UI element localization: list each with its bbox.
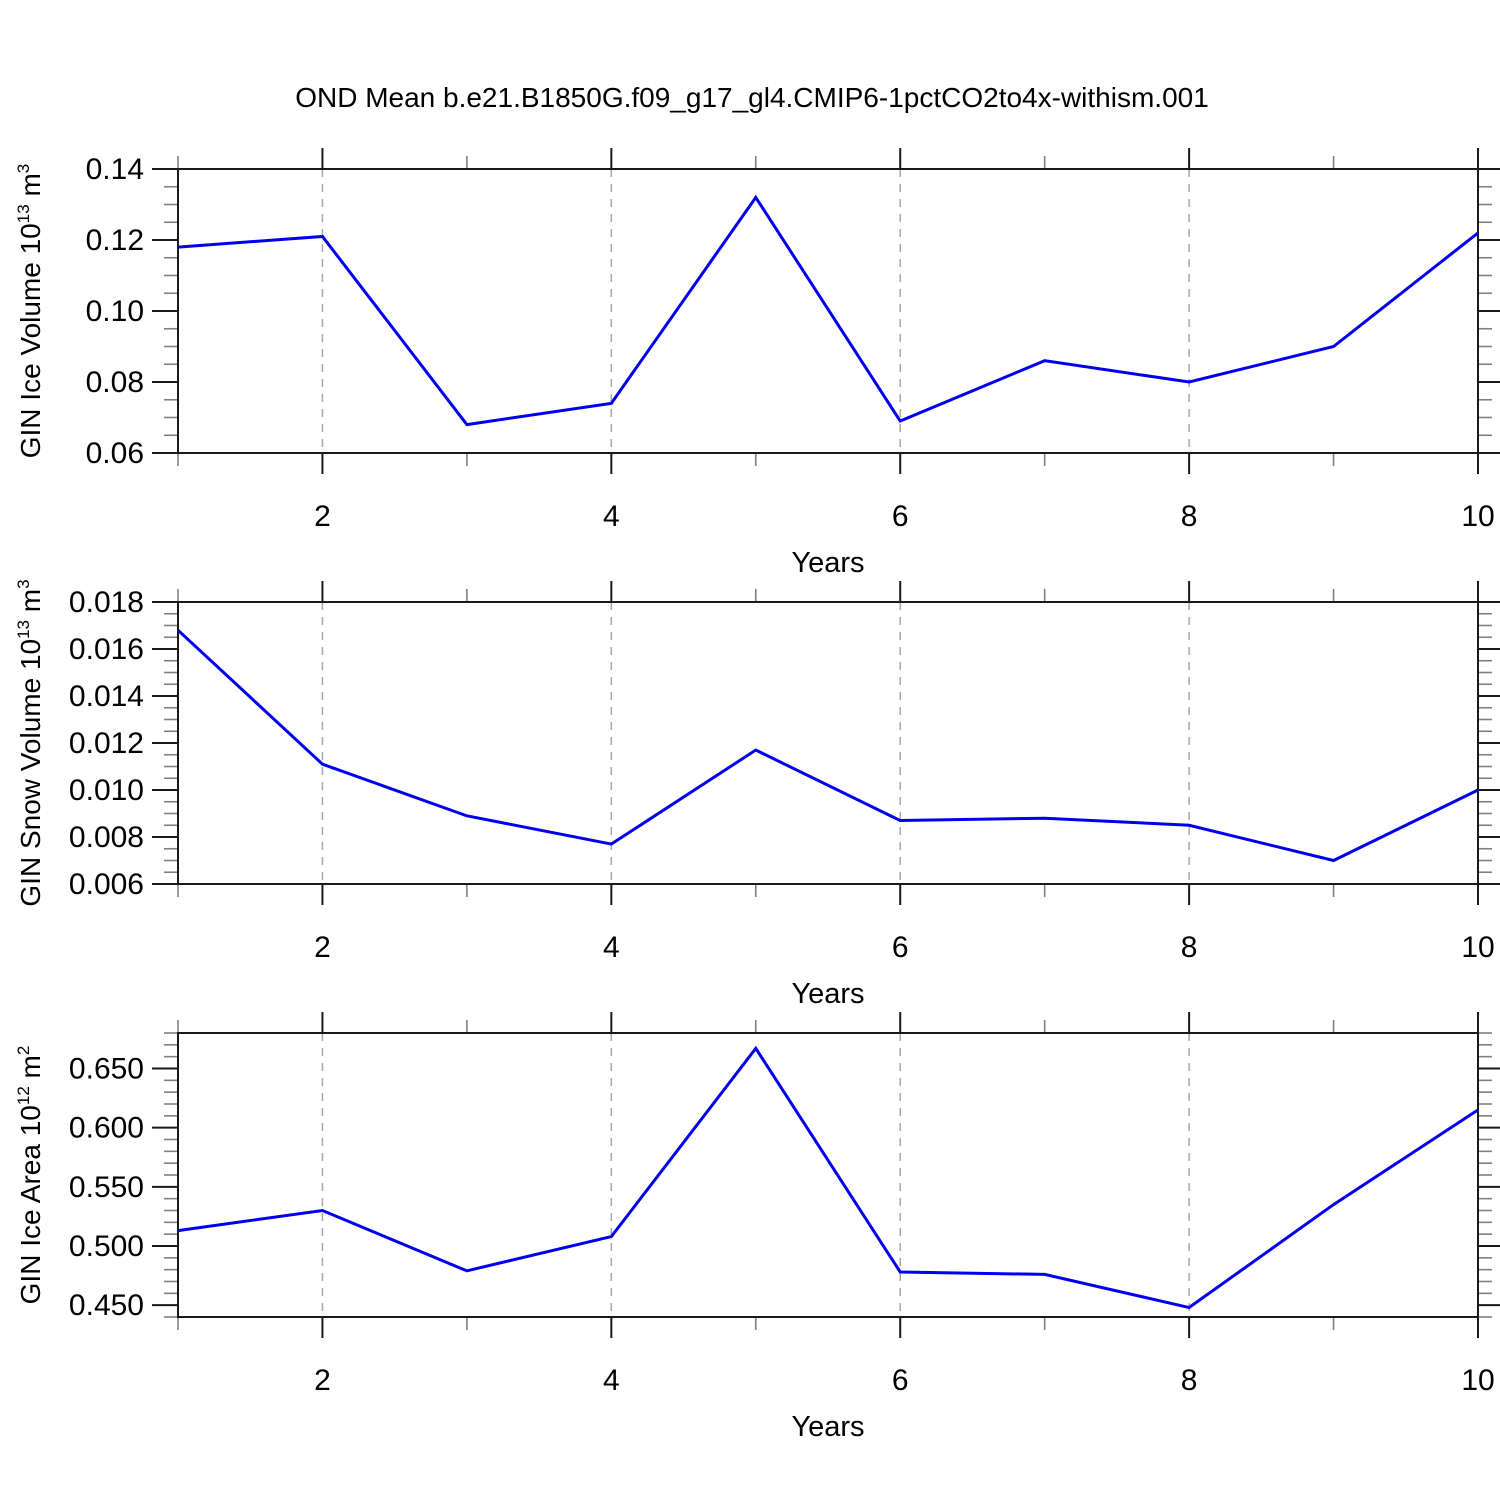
y-axis-label: GIN Snow Volume 1013 m3 — [14, 579, 46, 906]
y-tick-label: 0.018 — [69, 586, 144, 619]
x-tick-label: 6 — [892, 500, 909, 533]
y-tick-label: 0.450 — [69, 1289, 144, 1322]
x-tick-label: 8 — [1181, 1364, 1198, 1397]
y-tick-label: 0.08 — [86, 366, 144, 399]
x-tick-label: 8 — [1181, 931, 1198, 964]
plot-border — [177, 601, 1479, 885]
y-axis-label: GIN Ice Volume 1013 m3 — [14, 164, 46, 459]
y-tick-label: 0.600 — [69, 1112, 144, 1145]
x-axis-label: Years — [791, 1411, 864, 1443]
y-tick-label: 0.10 — [86, 295, 144, 328]
x-tick-label: 2 — [314, 931, 331, 964]
y-tick-label: 0.06 — [86, 437, 144, 470]
x-tick-label: 10 — [1461, 1364, 1494, 1397]
panel-gin-ice-area: 0.450 0.500 0.550 0.600 0.650 2 4 6 8 10 Years GIN … — [14, 1012, 1500, 1443]
x-tick-label: 10 — [1461, 931, 1494, 964]
data-line-gin-ice-volume — [177, 194, 1479, 427]
y-tick-label: 0.006 — [69, 868, 144, 901]
panel-gin-ice-volume: 0.06 0.08 0.10 0.12 0.14 2 4 6 8 10 Years GIN Ice V… — [14, 148, 1500, 579]
x-tick-label: 4 — [603, 1364, 620, 1397]
x-tick-label: 8 — [1181, 500, 1198, 533]
y-tick-label: 0.012 — [69, 727, 144, 760]
y-tick-label: 0.016 — [69, 633, 144, 666]
y-tick-label: 0.12 — [86, 224, 144, 257]
x-tick-label: 4 — [603, 500, 620, 533]
data-line-gin-ice-area — [177, 1045, 1479, 1310]
y-tick-label: 0.008 — [69, 821, 144, 854]
x-tick-label: 2 — [314, 500, 331, 533]
y-tick-label: 0.14 — [86, 153, 144, 186]
y-tick-label: 0.014 — [69, 680, 144, 713]
panels-group: 0.06 0.08 0.10 0.12 0.14 2 4 6 8 10 Years GIN Ice V… — [14, 148, 1500, 1443]
y-tick-label: 0.550 — [69, 1171, 144, 1204]
y-tick-label: 0.010 — [69, 774, 144, 807]
x-tick-label: 6 — [892, 1364, 909, 1397]
chart-title: OND Mean b.e21.B1850G.f09_g17_gl4.CMIP6-… — [295, 82, 1209, 113]
y-axis-label: GIN Ice Area 1012 m2 — [14, 1046, 46, 1305]
y-tick-label: 0.650 — [69, 1053, 144, 1086]
data-line-gin-snow-volume — [176, 629, 1479, 863]
x-tick-label: 2 — [314, 1364, 331, 1397]
plot-border — [177, 1032, 1479, 1318]
x-axis-label: Years — [791, 547, 864, 579]
x-axis-label: Years — [791, 978, 864, 1010]
panel-gin-snow-volume: 0.006 0.008 0.010 0.012 0.014 0.016 0.018 2 4 6 8 1… — [14, 579, 1500, 1010]
x-tick-label: 6 — [892, 931, 909, 964]
x-tick-label: 4 — [603, 931, 620, 964]
plot-border — [177, 168, 1479, 454]
y-tick-label: 0.500 — [69, 1230, 144, 1263]
x-tick-label: 10 — [1461, 500, 1494, 533]
